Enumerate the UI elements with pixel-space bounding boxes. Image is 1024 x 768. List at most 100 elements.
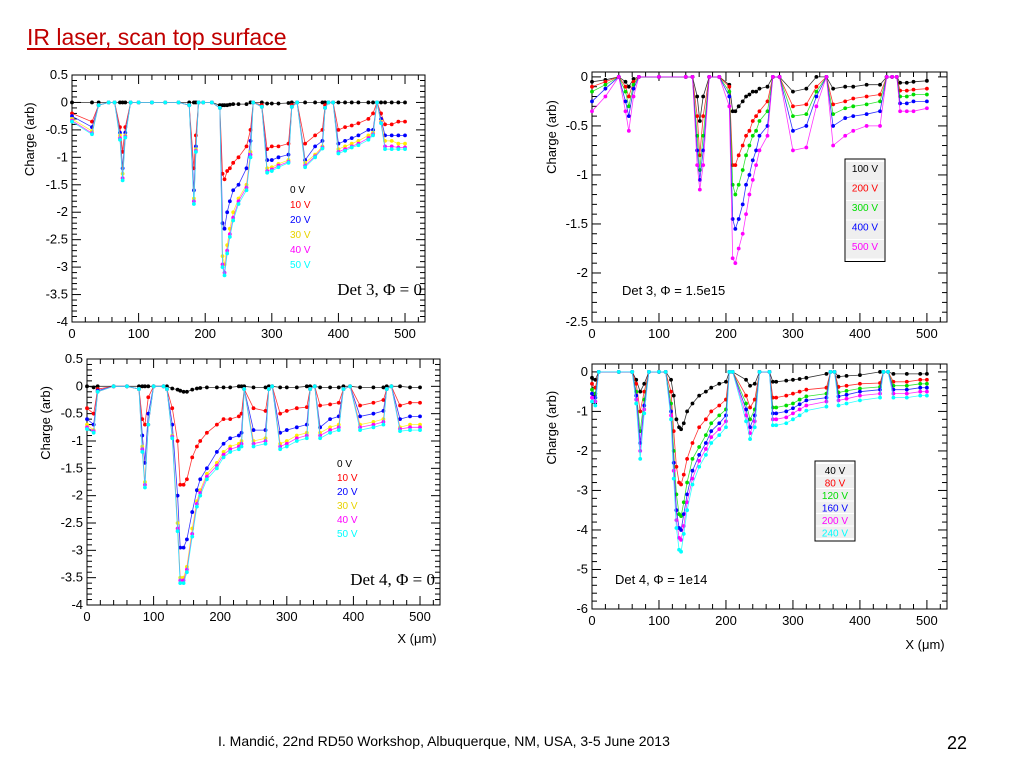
data-point <box>320 100 325 105</box>
data-point <box>356 121 361 126</box>
data-point <box>638 449 643 453</box>
data-point <box>631 86 636 91</box>
x-tick-label: 400 <box>343 609 365 624</box>
data-point <box>757 119 762 123</box>
legend-entry-bg <box>846 201 884 220</box>
series-500v <box>590 75 929 266</box>
data-point <box>797 377 802 381</box>
data-point <box>371 385 376 390</box>
legend-entry: 200 V <box>852 184 878 195</box>
data-point <box>814 84 819 89</box>
data-point <box>284 441 289 446</box>
data-point <box>408 414 412 419</box>
data-point <box>313 155 318 160</box>
data-point <box>418 414 422 419</box>
data-point <box>383 122 387 127</box>
data-point <box>336 385 341 390</box>
data-point <box>146 384 151 389</box>
data-point <box>242 384 247 389</box>
y-tick-label: 0.5 <box>65 351 83 366</box>
data-point <box>754 163 759 168</box>
x-tick-label: 400 <box>849 613 871 628</box>
data-point <box>217 106 222 110</box>
data-point <box>222 273 227 278</box>
data-point <box>679 537 683 542</box>
slide-title: IR laser, scan top surface <box>27 24 287 50</box>
y-tick-label: -3 <box>56 259 68 274</box>
data-point <box>690 401 695 406</box>
data-point <box>770 423 775 428</box>
y-tick-label: -1 <box>71 433 83 448</box>
data-point <box>590 84 594 89</box>
data-point <box>690 468 695 473</box>
data-point <box>239 444 244 449</box>
data-point <box>379 100 383 105</box>
data-point <box>791 114 795 119</box>
data-point <box>748 417 752 422</box>
data-point <box>669 417 673 422</box>
data-point <box>185 570 189 575</box>
legend-entry: 80 V <box>825 479 846 490</box>
data-point <box>187 103 192 108</box>
data-point <box>858 386 862 391</box>
data-point <box>824 371 829 376</box>
data-point <box>193 149 198 154</box>
data-point <box>904 387 909 392</box>
data-point <box>140 450 145 454</box>
data-point <box>681 512 686 517</box>
x-tick-label: 100 <box>648 613 670 628</box>
data-point <box>750 177 755 182</box>
x-axis-title: X (μm) <box>905 637 944 652</box>
legend-entry: 10 V <box>337 473 358 484</box>
y-tick-label: 0 <box>581 69 588 84</box>
data-point <box>844 401 849 406</box>
y-tick-label: -4 <box>71 597 83 612</box>
data-point <box>371 111 375 116</box>
data-point <box>204 474 209 479</box>
data-point <box>754 89 759 94</box>
data-point <box>227 235 232 239</box>
data-point <box>844 373 849 378</box>
data-point <box>695 114 700 119</box>
y-tick-label: -1 <box>576 403 588 418</box>
data-point <box>736 153 741 158</box>
legend-entry: 100 V <box>852 164 878 175</box>
data-point <box>891 371 896 376</box>
data-point <box>911 109 916 114</box>
legend-entry: 0 V <box>290 185 305 196</box>
data-point <box>727 104 732 109</box>
data-point <box>634 401 639 406</box>
data-point <box>679 549 683 554</box>
y-tick-label: -3 <box>576 482 588 497</box>
data-point <box>904 88 909 93</box>
data-point <box>784 409 789 414</box>
data-point <box>227 102 232 107</box>
data-point <box>925 377 929 382</box>
data-point <box>843 106 848 111</box>
data-point <box>697 458 702 463</box>
series-50v <box>70 100 407 278</box>
series-line <box>591 75 927 265</box>
data-point <box>358 428 362 432</box>
data-point <box>744 419 748 424</box>
data-point <box>190 510 195 514</box>
data-point <box>263 385 268 390</box>
data-point <box>674 526 679 530</box>
data-point <box>843 116 848 120</box>
data-point <box>642 411 647 416</box>
y-tick-label: -2.5 <box>566 314 588 329</box>
legend-entry: 240 V <box>822 529 848 540</box>
data-point <box>185 477 189 482</box>
data-point <box>730 109 735 114</box>
data-point <box>918 377 923 382</box>
data-point <box>623 109 628 114</box>
y-tick-label: -1.5 <box>46 177 68 192</box>
x-tick-label: 0 <box>588 326 595 341</box>
legend-entry: 50 V <box>337 529 358 540</box>
data-point <box>754 114 759 119</box>
data-point <box>95 389 100 394</box>
data-point <box>911 92 916 97</box>
data-point <box>294 439 299 443</box>
data-point <box>727 84 732 89</box>
data-point <box>284 444 289 449</box>
